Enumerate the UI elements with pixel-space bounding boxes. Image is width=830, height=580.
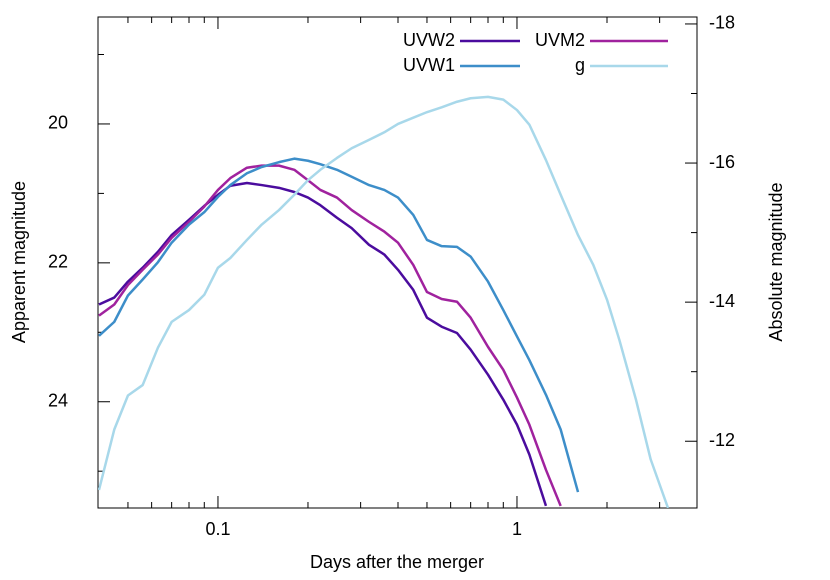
y2-tick-label: -18: [709, 13, 735, 33]
series-line: [98, 157, 580, 493]
series-line: [98, 95, 670, 508]
x-tick-label: 1: [512, 519, 522, 539]
y2-tick-label: -14: [709, 291, 735, 311]
y-axis-label: Apparent magnitude: [9, 181, 29, 343]
series-line: [98, 164, 562, 507]
plot-area: [98, 95, 670, 508]
series-line: [98, 181, 548, 507]
x-tick-label: 0.1: [205, 519, 230, 539]
x-axis-label: Days after the merger: [310, 552, 484, 572]
y2-axis-label: Absolute magnitude: [766, 182, 786, 341]
legend-label: UVW2: [403, 30, 455, 50]
plot-frame: [97, 16, 698, 509]
y-tick-label: 20: [48, 113, 68, 133]
y-tick-label: 22: [48, 252, 68, 272]
y2-tick-label: -12: [709, 430, 735, 450]
y-tick-label: 24: [48, 390, 68, 410]
legend-label: UVM2: [535, 30, 585, 50]
legend-label: g: [575, 55, 585, 75]
y2-tick-label: -16: [709, 152, 735, 172]
legend-label: UVW1: [403, 55, 455, 75]
